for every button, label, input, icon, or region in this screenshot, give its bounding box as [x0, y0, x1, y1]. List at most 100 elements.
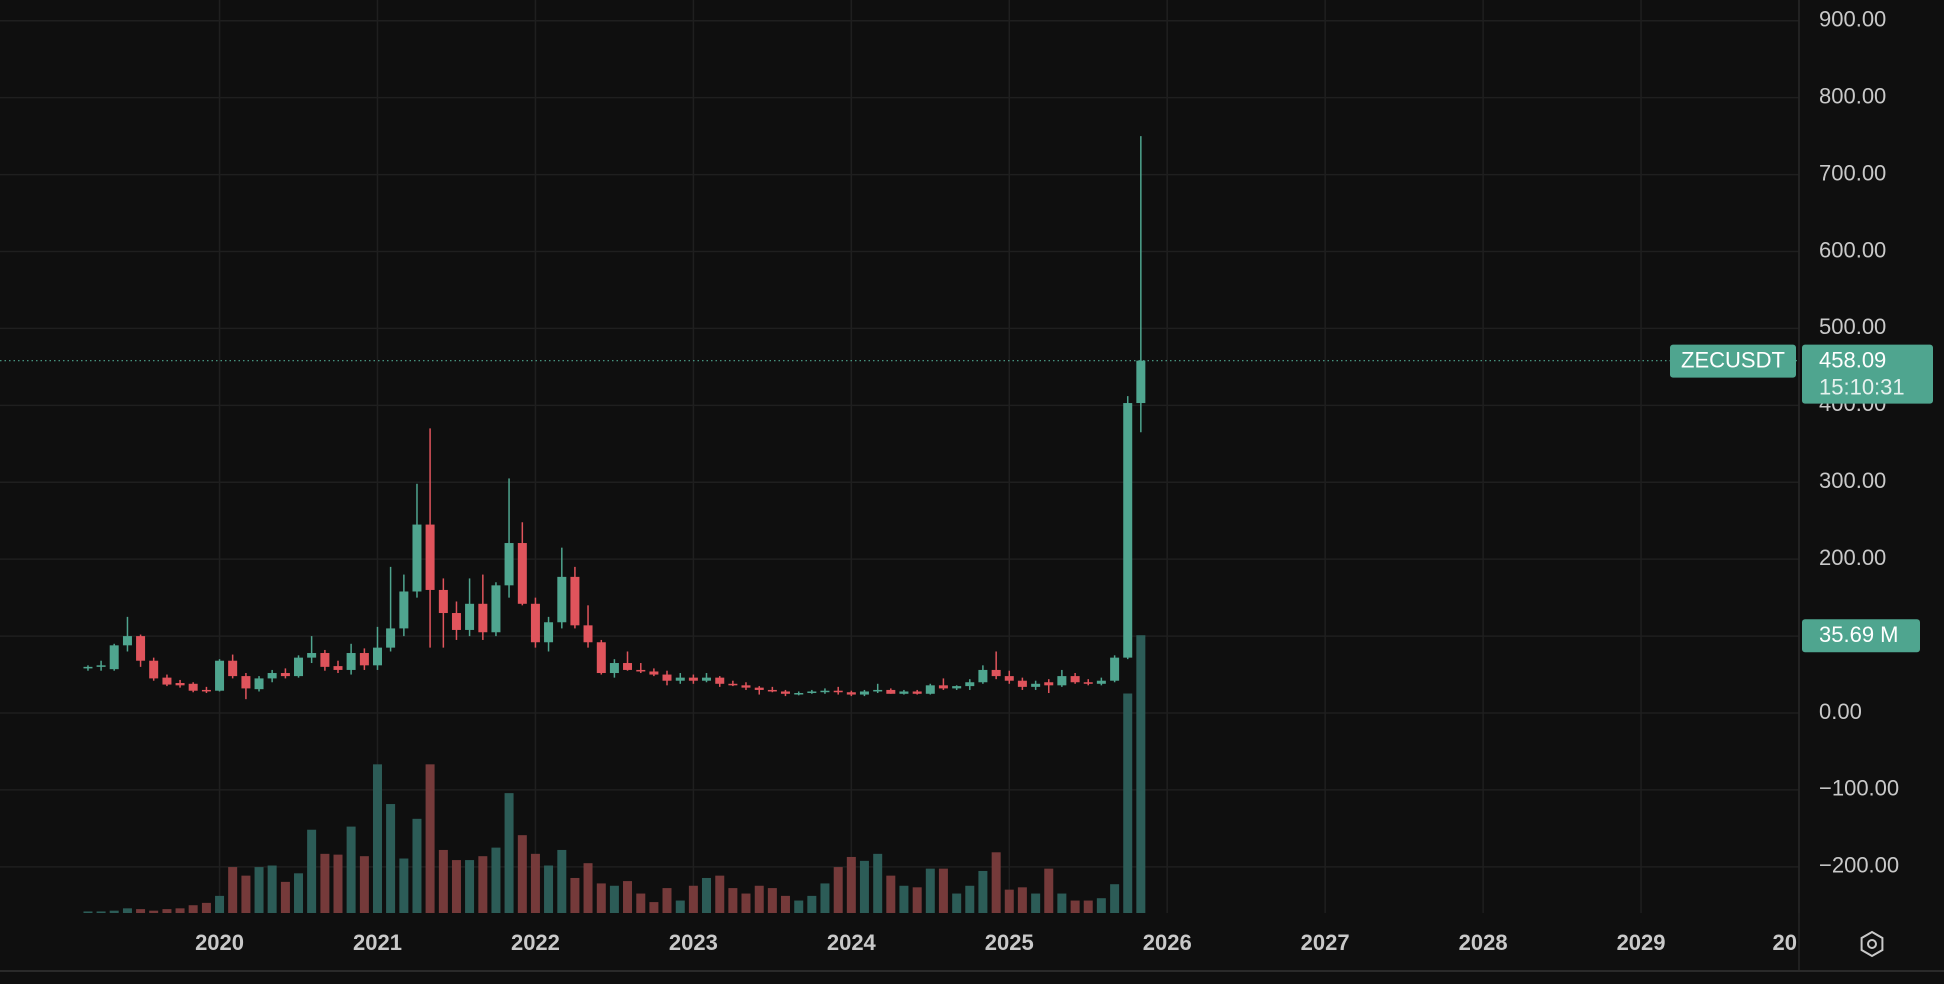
candle-body [938, 685, 948, 689]
volume-bar [609, 885, 619, 913]
volume-bar [873, 853, 883, 913]
candle-body [873, 689, 883, 692]
candle-body [451, 613, 461, 630]
candle-body [662, 674, 672, 681]
volume-bar [715, 875, 725, 913]
volume-bar [307, 829, 317, 913]
candle-body [794, 693, 804, 695]
candle-body [1044, 682, 1054, 686]
candle-body [767, 689, 777, 692]
last-price-label: 458.09 [1819, 347, 1886, 372]
candle-body [623, 663, 633, 670]
candle-body [228, 660, 238, 677]
candle-body [780, 691, 790, 694]
candle-body [688, 677, 698, 681]
candle-body [1083, 682, 1093, 684]
candle-body [886, 689, 896, 694]
volume-bar [1136, 635, 1146, 913]
candle-body [201, 689, 211, 692]
candle-body [254, 678, 264, 690]
y-tick-label: 200.00 [1819, 545, 1886, 570]
volume-bar [96, 911, 106, 913]
x-tick-label: 2027 [1301, 930, 1350, 955]
candle-body [544, 622, 554, 643]
candle-layer [83, 136, 1146, 700]
volume-bar [517, 835, 527, 913]
volume-bar [333, 854, 343, 913]
volume-bar [886, 875, 896, 913]
y-tick-label: 500.00 [1819, 314, 1886, 339]
symbol-label: ZECUSDT [1681, 347, 1785, 372]
candle-body [557, 576, 567, 623]
candle-body [715, 677, 725, 684]
candle-body [294, 657, 304, 677]
y-tick-label: 700.00 [1819, 160, 1886, 185]
candle-body [530, 603, 540, 643]
candle-body [465, 603, 475, 630]
volume-bar [767, 888, 777, 913]
settings-icon-center[interactable] [1867, 939, 1877, 949]
volume-bar [491, 847, 501, 913]
volume-bar [991, 852, 1001, 913]
candle-body [346, 653, 356, 670]
candle-body [1123, 403, 1133, 658]
candle-body [1110, 657, 1120, 681]
volume-bar [320, 853, 330, 913]
candle-body [1096, 680, 1106, 684]
volume-bar [978, 870, 988, 913]
volume-bar [1083, 900, 1093, 913]
candle-body [965, 682, 975, 687]
volume-bar [1123, 693, 1133, 913]
volume-bar [925, 868, 935, 913]
candle-body [583, 625, 593, 643]
candle-body [280, 673, 290, 677]
candle-body [741, 685, 751, 688]
volume-bar [294, 873, 304, 913]
settings-icon[interactable] [1860, 930, 1884, 958]
volume-bar [399, 858, 409, 913]
volume-bar [662, 888, 672, 913]
candle-body [83, 666, 93, 669]
y-tick-label: 900.00 [1819, 7, 1886, 32]
x-tick-label: 20 [1773, 930, 1797, 955]
candle-body [372, 647, 382, 666]
candle-body [636, 669, 646, 672]
volume-bar [636, 893, 646, 913]
volume-bar [83, 911, 93, 913]
volume-bar [386, 804, 396, 913]
volume-bar [162, 909, 172, 913]
candle-body [425, 524, 435, 590]
volume-bar [1070, 900, 1080, 913]
volume-bar [675, 900, 685, 913]
candle-body [386, 628, 396, 648]
candle-body [846, 692, 856, 695]
settings-button[interactable] [1860, 930, 1884, 958]
candle-body [925, 685, 935, 694]
volume-bar [1096, 898, 1106, 913]
x-tick-label: 2028 [1459, 930, 1508, 955]
volume-bar [570, 877, 580, 913]
x-tick-label: 2021 [353, 930, 402, 955]
candle-body [952, 686, 962, 689]
candle-body [1004, 676, 1014, 681]
volume-bar [241, 875, 251, 913]
candle-body [320, 653, 330, 667]
volume-bar [122, 908, 132, 913]
candle-body [675, 677, 685, 681]
volume-bar [465, 860, 475, 913]
volume-bar [1110, 884, 1120, 913]
y-tick-label: −200.00 [1819, 853, 1899, 878]
volume-bar [952, 893, 962, 913]
volume-bar [346, 826, 356, 913]
volume-bar [215, 895, 225, 913]
x-tick-label: 2025 [985, 930, 1034, 955]
candle-body [491, 585, 501, 633]
candle-body [412, 524, 422, 592]
y-tick-label: 600.00 [1819, 237, 1886, 262]
x-tick-label: 2026 [1143, 930, 1192, 955]
volume-bar [807, 895, 817, 913]
candle-body [478, 603, 488, 633]
candle-body [807, 691, 817, 694]
volume-bar [1004, 889, 1014, 913]
